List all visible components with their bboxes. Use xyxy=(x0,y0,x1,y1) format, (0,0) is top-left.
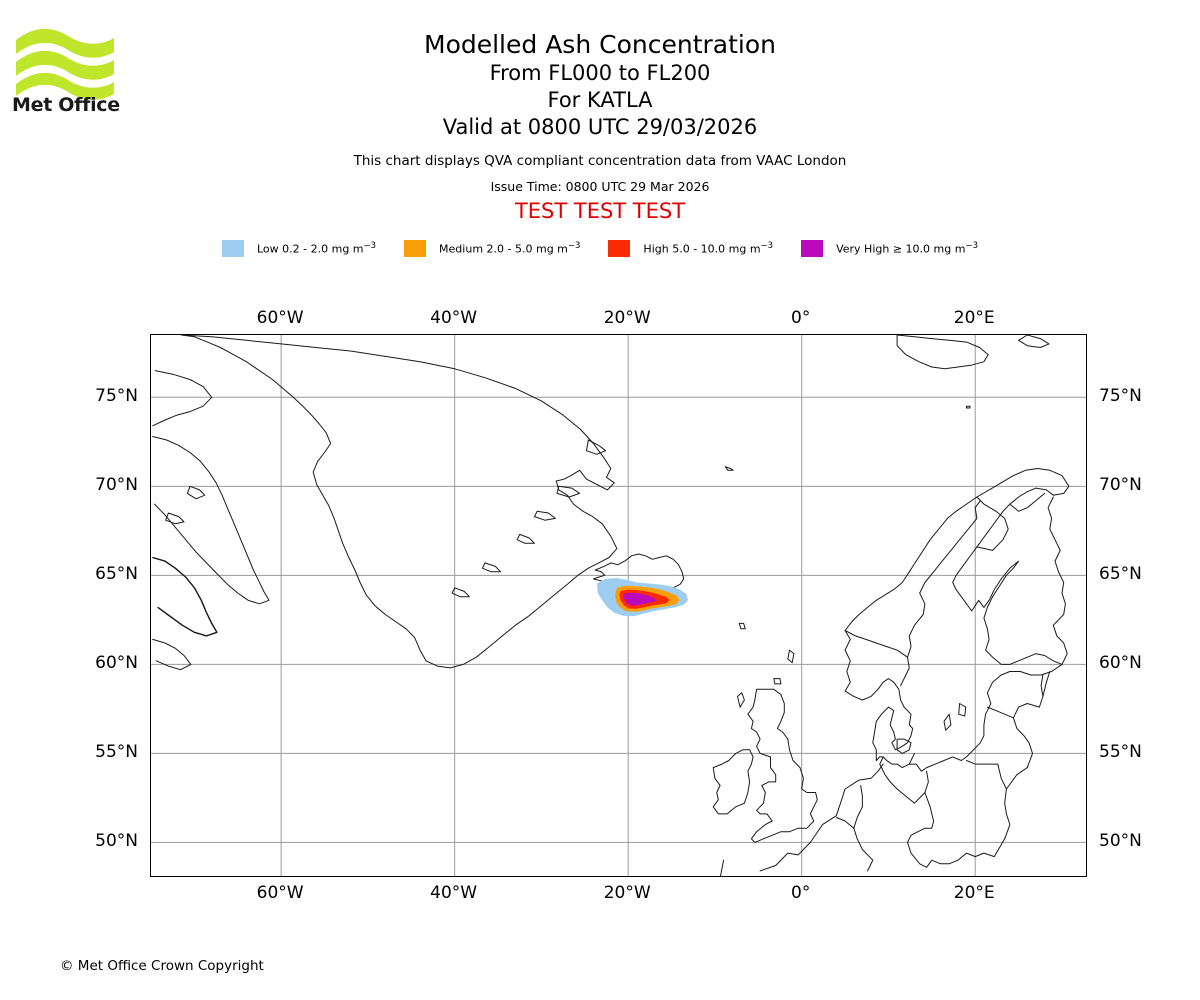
coastline-segment xyxy=(773,678,782,685)
coastline-segment xyxy=(853,827,874,872)
title-valid-time: Valid at 0800 UTC 29/03/2026 xyxy=(442,115,758,139)
copyright-footer: © Met Office Crown Copyright xyxy=(60,958,264,974)
legend-medium-label: Medium 2.0 - 5.0 mg m−3 xyxy=(439,241,581,256)
lat-tick-right: 55°N xyxy=(1099,742,1142,763)
lon-tick-bottom: 20°E xyxy=(953,883,995,903)
coastline-segment xyxy=(1042,671,1051,697)
coastline-segment xyxy=(986,706,1014,719)
coastline-segment xyxy=(1005,674,1044,790)
legend-medium: Medium 2.0 - 5.0 mg m−3 xyxy=(404,240,580,257)
coastline-segment xyxy=(165,512,185,525)
coastline-segment xyxy=(787,649,795,664)
ash-plume xyxy=(152,556,688,637)
title-block: Modelled Ash Concentration From FL000 to… xyxy=(0,0,1200,223)
lat-tick-right: 50°N xyxy=(1099,831,1142,852)
coastline-segment xyxy=(724,466,734,471)
coastline-segment xyxy=(719,859,725,876)
coastline-segment xyxy=(853,784,863,829)
coastline-segment xyxy=(844,468,1070,772)
lon-tick-top: 40°W xyxy=(430,308,478,328)
coastline-segment xyxy=(556,485,581,498)
legend-low-label: Low 0.2 - 2.0 mg m−3 xyxy=(257,241,377,256)
legend-very-high: Very High ≥ 10.0 mg m−3 xyxy=(801,240,978,257)
coastline-segment xyxy=(835,817,855,829)
coastline-segment xyxy=(747,688,818,843)
coastline-segment xyxy=(966,405,971,409)
coastline-segment xyxy=(586,439,607,455)
coastline-segment xyxy=(759,763,884,872)
coastline-segment xyxy=(907,500,981,658)
graticule xyxy=(151,335,1086,876)
met-office-logo: Met Office xyxy=(10,18,120,113)
coastline-segment xyxy=(737,692,745,708)
lat-tick-left: 50°N xyxy=(95,831,138,852)
lon-tick-top: 60°W xyxy=(256,308,304,328)
lat-tick-right: 65°N xyxy=(1099,564,1142,585)
lon-tick-bottom: 60°W xyxy=(256,883,304,903)
title-volcano: For KATLA xyxy=(547,88,653,112)
coastline-segment xyxy=(534,510,556,521)
coastline-segment xyxy=(738,622,746,630)
coastline-segment xyxy=(180,335,618,669)
coastline-segment xyxy=(1047,496,1068,665)
lat-tick-left: 60°N xyxy=(95,653,138,674)
coastline-segment xyxy=(186,485,206,500)
title-flight-levels: From FL000 to FL200 xyxy=(489,61,711,85)
coastline-segment xyxy=(481,562,502,573)
lon-tick-bottom: 0° xyxy=(791,883,811,903)
coastline-segment xyxy=(152,557,218,637)
coastline-segment xyxy=(844,630,910,687)
lat-tick-left: 65°N xyxy=(95,564,138,585)
plume-high-inner-east xyxy=(657,597,669,602)
lon-tick-top: 20°E xyxy=(953,308,995,328)
legend-high: High 5.0 - 10.0 mg m−3 xyxy=(608,240,773,257)
coastline-segment xyxy=(896,738,912,754)
legend-high-label: High 5.0 - 10.0 mg m−3 xyxy=(643,241,774,256)
coastline-segment xyxy=(516,533,535,544)
lat-tick-left: 55°N xyxy=(95,742,138,763)
issue-time: Issue Time: 0800 UTC 29 Mar 2026 xyxy=(490,179,710,194)
lon-tick-top: 20°W xyxy=(603,308,651,328)
coastline-segment xyxy=(152,638,192,671)
lat-tick-right: 75°N xyxy=(1099,386,1142,407)
map-canvas xyxy=(151,335,1086,876)
coastline-segment xyxy=(958,703,967,717)
lat-tick-right: 60°N xyxy=(1099,653,1142,674)
legend-high-swatch xyxy=(608,240,631,257)
coastline-segment xyxy=(907,760,1011,868)
coastline-segment xyxy=(1009,492,1046,512)
test-banner: TEST TEST TEST xyxy=(514,199,686,223)
lon-tick-top: 0° xyxy=(791,308,811,328)
coastline-segment xyxy=(152,436,270,605)
concentration-legend: Low 0.2 - 2.0 mg m−3 Medium 2.0 - 5.0 mg … xyxy=(0,240,1200,257)
coastline-segment xyxy=(1018,335,1050,348)
lat-tick-right: 70°N xyxy=(1099,475,1142,496)
page-title: Modelled Ash Concentration xyxy=(424,30,776,59)
lon-tick-bottom: 40°W xyxy=(430,883,478,903)
coastline-segment xyxy=(152,370,213,427)
plume-very-high xyxy=(623,592,657,606)
qva-note: This chart displays QVA compliant concen… xyxy=(353,153,847,169)
coastline-segment xyxy=(943,713,952,731)
coastline-segment xyxy=(879,756,929,804)
legend-low: Low 0.2 - 2.0 mg m−3 xyxy=(222,240,376,257)
coastline-segment xyxy=(896,335,989,370)
lat-tick-left: 75°N xyxy=(95,386,138,407)
coastline-segment xyxy=(976,496,1009,551)
lat-tick-left: 70°N xyxy=(95,475,138,496)
iceland-coastline-overlay xyxy=(152,556,218,637)
coastline-segment xyxy=(712,749,754,815)
map-area: 60°W 60°W 40°W 40°W 20°W 20°W 0° 0° 20°E 20°E 50°N… xyxy=(95,308,1142,903)
coastlines xyxy=(152,335,1070,876)
legend-medium-swatch xyxy=(404,240,427,257)
lon-tick-bottom: 20°W xyxy=(603,883,651,903)
met-office-logo-text: Met Office xyxy=(12,94,120,113)
legend-low-swatch xyxy=(222,240,244,257)
coastline-segment xyxy=(451,587,470,598)
coastline-segment xyxy=(908,752,915,765)
met-office-logo-mark: Met Office xyxy=(12,28,120,113)
legend-very-high-swatch xyxy=(801,240,824,257)
legend-very-high-label: Very High ≥ 10.0 mg m−3 xyxy=(836,241,978,256)
map-frame xyxy=(150,334,1087,877)
